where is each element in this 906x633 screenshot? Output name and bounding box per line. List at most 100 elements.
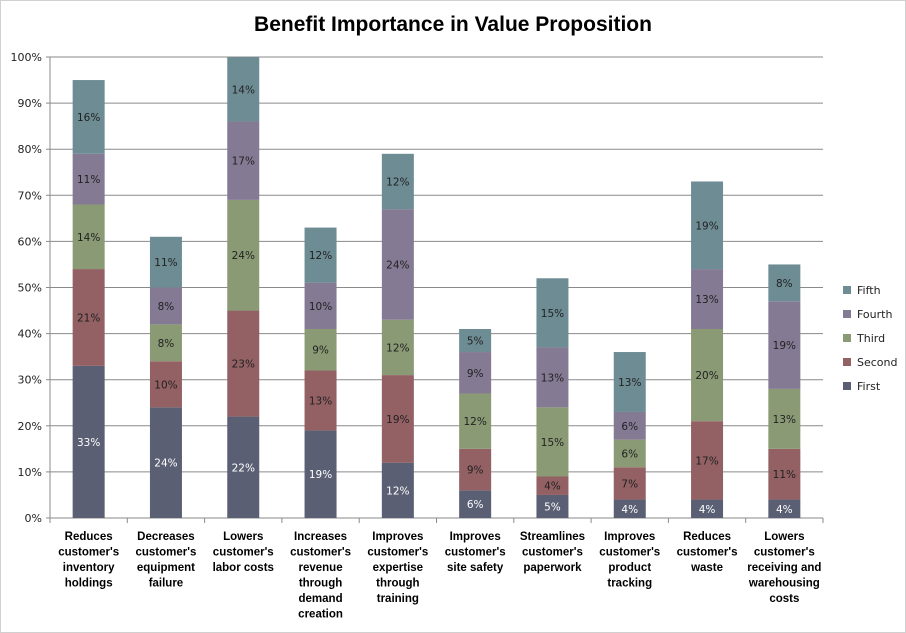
category-label: Lowers xyxy=(223,531,263,543)
bar-segment-second xyxy=(227,310,260,417)
legend-swatch-fifth xyxy=(843,286,851,294)
data-label: 13% xyxy=(541,372,564,384)
bar-segment-fourth xyxy=(536,347,569,408)
bar-segment-second xyxy=(613,467,646,500)
data-label: 11% xyxy=(77,174,100,186)
data-label: 4% xyxy=(544,481,561,493)
data-label: 9% xyxy=(467,368,484,380)
legend-label-fourth: Fourth xyxy=(857,308,892,321)
bar-segment-first xyxy=(227,416,260,518)
category-label: customer's xyxy=(522,547,583,559)
data-label: 15% xyxy=(541,308,564,320)
category-label: product xyxy=(608,562,651,574)
data-label: 8% xyxy=(776,278,793,290)
data-label: 10% xyxy=(154,379,177,391)
bar-segment-first xyxy=(613,499,646,518)
category-label: customer's xyxy=(367,547,428,559)
bar-segment-second xyxy=(72,269,105,366)
data-label: 9% xyxy=(467,465,484,477)
data-label: 12% xyxy=(386,342,409,354)
bar-segment-fifth xyxy=(304,227,337,283)
category-label: Streamlines xyxy=(520,531,585,543)
bar-segment-first xyxy=(149,407,182,518)
bar-segment-first xyxy=(72,365,105,518)
category-label: Decreases xyxy=(137,531,195,543)
category-label: Improves xyxy=(450,531,501,543)
data-label: 10% xyxy=(309,301,332,313)
category-label: Improves xyxy=(604,531,655,543)
bar-segment-fourth xyxy=(149,287,182,325)
bar-segment-fourth xyxy=(768,301,801,389)
data-label: 4% xyxy=(776,504,793,516)
category-label: costs xyxy=(769,593,799,605)
y-tick-label: 60% xyxy=(18,235,42,248)
data-label: 12% xyxy=(386,485,409,497)
category-label: equipment xyxy=(137,562,195,574)
data-label: 12% xyxy=(463,416,486,428)
bar-segment-first xyxy=(459,490,492,518)
bar-segment-fifth xyxy=(768,264,801,302)
category-label: Increases xyxy=(294,531,347,543)
category-label: paperwork xyxy=(523,562,582,574)
category-label: Reduces xyxy=(683,531,731,543)
data-label: 5% xyxy=(544,501,561,513)
data-label: 6% xyxy=(467,499,484,511)
legend-swatch-first xyxy=(843,382,851,390)
bar-segment-fourth xyxy=(691,269,724,329)
data-label: 6% xyxy=(621,421,638,433)
data-label: 16% xyxy=(77,112,100,124)
data-label: 19% xyxy=(386,414,409,426)
bar-segment-third xyxy=(304,328,337,371)
category-label: customer's xyxy=(754,547,815,559)
bar-segment-fourth xyxy=(227,121,260,200)
data-label: 6% xyxy=(621,448,638,460)
y-tick-label: 70% xyxy=(18,189,42,202)
category-label: warehousing xyxy=(748,578,820,590)
data-label: 19% xyxy=(773,340,796,352)
data-label: 21% xyxy=(77,312,100,324)
bar-segment-first xyxy=(536,494,569,518)
data-label: 33% xyxy=(77,437,100,449)
data-label: 19% xyxy=(695,220,718,232)
category-label: through xyxy=(299,578,342,590)
legend-swatch-second xyxy=(843,358,851,366)
bar-segment-second xyxy=(149,361,182,408)
bar-segment-fifth xyxy=(72,80,105,154)
bar-segment-third xyxy=(691,328,724,422)
y-tick-label: 40% xyxy=(18,328,42,341)
y-tick-label: 20% xyxy=(18,420,42,433)
bar-segment-fourth xyxy=(381,209,414,320)
category-label: labor costs xyxy=(213,562,274,574)
category-label: expertise xyxy=(373,562,424,574)
data-label: 7% xyxy=(621,478,638,490)
bar-segment-second xyxy=(768,448,801,500)
bar-segment-first xyxy=(304,430,337,518)
data-label: 20% xyxy=(695,370,718,382)
category-label: waste xyxy=(690,562,723,574)
category-label: revenue xyxy=(298,562,342,574)
bar-segment-fifth xyxy=(536,278,569,348)
y-tick-label: 10% xyxy=(18,466,42,479)
data-label: 22% xyxy=(232,462,255,474)
bar-segment-third xyxy=(459,393,492,449)
legend-label-third: Third xyxy=(856,332,885,345)
bar-segment-third xyxy=(149,324,182,362)
y-tick-label: 50% xyxy=(18,282,42,295)
y-tick-label: 30% xyxy=(18,374,42,387)
category-label: failure xyxy=(149,578,184,590)
bar-segment-fifth xyxy=(381,153,414,210)
data-label: 12% xyxy=(309,250,332,262)
legend-swatch-fourth xyxy=(843,310,851,318)
bar-segment-second xyxy=(304,370,337,431)
data-label: 13% xyxy=(309,395,332,407)
category-label: customer's xyxy=(599,547,660,559)
data-label: 17% xyxy=(232,156,255,168)
data-label: 23% xyxy=(232,359,255,371)
category-label: customer's xyxy=(445,547,506,559)
bar-segment-third xyxy=(381,319,414,376)
data-label: 13% xyxy=(773,414,796,426)
data-label: 24% xyxy=(232,250,255,262)
category-label: Lowers xyxy=(764,531,804,543)
bar-segment-third xyxy=(536,407,569,477)
